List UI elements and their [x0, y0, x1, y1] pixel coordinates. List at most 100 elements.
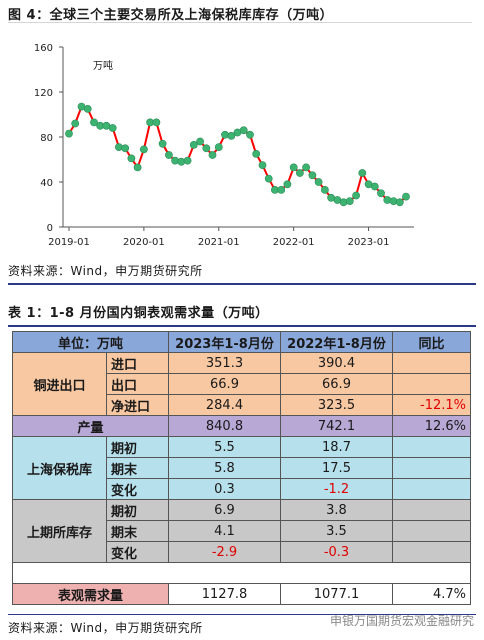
data-point	[133, 163, 142, 172]
cell-yoy	[392, 478, 471, 500]
cell-2022: 18.7	[280, 436, 393, 458]
data-point	[214, 143, 223, 151]
data-point	[283, 180, 292, 189]
data-point	[314, 178, 323, 186]
data-point	[239, 126, 248, 135]
data-point	[202, 144, 211, 153]
data-point	[295, 169, 304, 177]
table-header-row: 单位：万吨 2023年1-8月份 2022年1-8月份 同比	[12, 331, 471, 353]
table-row: 出口 66.9 66.9	[13, 373, 471, 395]
row-label: 期初	[106, 436, 169, 458]
data-point	[227, 132, 236, 140]
table-row: 上海保税库 期初 5.5 18.7	[12, 436, 471, 500]
x-tick-label: 2019-01	[48, 237, 90, 248]
group-label-bonded: 上海保税库	[12, 436, 107, 500]
divider	[8, 325, 476, 327]
cell-2022: -0.3	[280, 541, 393, 563]
total-2023: 1127.8	[168, 583, 281, 605]
y-tick-label: 120	[34, 88, 53, 99]
data-point	[358, 169, 367, 177]
spacer-cell	[12, 562, 471, 584]
figure-title: 图 4：全球三个主要交易所及上海保税库库存（万吨）	[8, 8, 334, 23]
header-2022: 2022年1-8月份	[280, 331, 393, 353]
data-point	[320, 185, 329, 194]
inventory-chart: 0 40 80 120 160 万吨 2019-01 2020-01 2021-01 2022-0…	[8, 22, 472, 259]
y-tick-label: 0	[47, 223, 53, 234]
cell-2023: 4.1	[168, 520, 281, 542]
table-row: 铜进出口 进口 351.3 390.4	[12, 352, 471, 416]
data-point	[158, 139, 167, 148]
table-row: 净进口 284.4 323.5 -12.1%	[13, 394, 471, 416]
data-point	[183, 156, 192, 165]
cell-2022: 742.1	[280, 415, 393, 437]
data-point	[370, 182, 379, 191]
data-point	[402, 192, 410, 201]
group-label-trade: 铜进出口	[12, 352, 107, 416]
total-yoy: 4.7%	[392, 583, 471, 605]
data-point	[164, 151, 173, 159]
row-label: 变化	[106, 478, 169, 500]
x-tick-label: 2021-01	[198, 237, 240, 248]
data-point	[345, 197, 354, 205]
group-label-shfe: 上期所库存	[12, 499, 107, 563]
table-row: 变化 -2.9 -0.3	[13, 541, 471, 563]
cell-2023: 5.8	[168, 457, 281, 479]
data-point	[90, 118, 98, 127]
data-point	[389, 197, 398, 205]
cell-2023: 840.8	[168, 415, 281, 437]
cell-yoy	[392, 457, 471, 479]
data-point	[289, 163, 298, 172]
data-point	[139, 145, 148, 154]
cell-2022: 17.5	[280, 457, 393, 479]
header-unit: 单位：万吨	[12, 331, 169, 353]
cell-yoy	[392, 499, 471, 521]
cell-yoy	[392, 436, 471, 458]
data-point	[246, 130, 254, 139]
series-line	[68, 105, 407, 204]
data-point	[177, 157, 186, 166]
data-point	[115, 143, 123, 151]
data-point	[83, 105, 92, 113]
data-point	[71, 119, 80, 128]
row-label: 期初	[106, 499, 169, 521]
cell-2023: 5.5	[168, 436, 281, 458]
row-label: 期末	[106, 520, 169, 542]
table-row: 期末 4.1 3.5	[13, 520, 471, 542]
y-tick-label: 160	[34, 43, 53, 54]
data-point	[277, 185, 286, 194]
cell-yoy	[392, 520, 471, 542]
unit-label: 万吨	[93, 59, 113, 72]
data-point	[127, 154, 136, 163]
row-label: 出口	[106, 373, 169, 395]
table-row: 上期所库存 期初 6.9 3.8	[12, 499, 471, 563]
divider	[8, 614, 476, 615]
cell-2023: 6.9	[168, 499, 281, 521]
cell-2022: 3.5	[280, 520, 393, 542]
y-tick-label: 80	[40, 133, 53, 144]
data-point	[352, 191, 360, 200]
cell-2023: 284.4	[168, 394, 281, 416]
divider	[8, 283, 476, 285]
table-title: 表 1：1-8 月份国内铜表观需求量（万吨）	[8, 306, 269, 321]
watermark: 申银万国期货宏观金融研究	[329, 614, 474, 628]
cell-2023: 351.3	[168, 352, 281, 374]
x-tick-label: 2020-01	[123, 237, 165, 248]
data-point	[221, 130, 229, 139]
cell-yoy: -12.1%	[392, 394, 471, 416]
cell-2022: -1.2	[280, 478, 393, 500]
cell-yoy	[392, 373, 471, 395]
row-label: 净进口	[106, 394, 169, 416]
demand-table: 单位：万吨 2023年1-8月份 2022年1-8月份 同比 铜进出口 进口 3…	[12, 331, 471, 605]
cell-2023: 0.3	[168, 478, 281, 500]
cell-2022: 3.8	[280, 499, 393, 521]
x-tick-label: 2022-01	[273, 237, 315, 248]
row-label: 变化	[106, 541, 169, 563]
data-point	[196, 137, 204, 146]
cell-2023: -2.9	[168, 541, 281, 563]
cell-yoy	[392, 352, 471, 374]
header-2023: 2023年1-8月份	[168, 331, 281, 353]
data-point	[152, 118, 161, 127]
cell-2022: 390.4	[280, 352, 393, 374]
data-point	[65, 129, 73, 138]
